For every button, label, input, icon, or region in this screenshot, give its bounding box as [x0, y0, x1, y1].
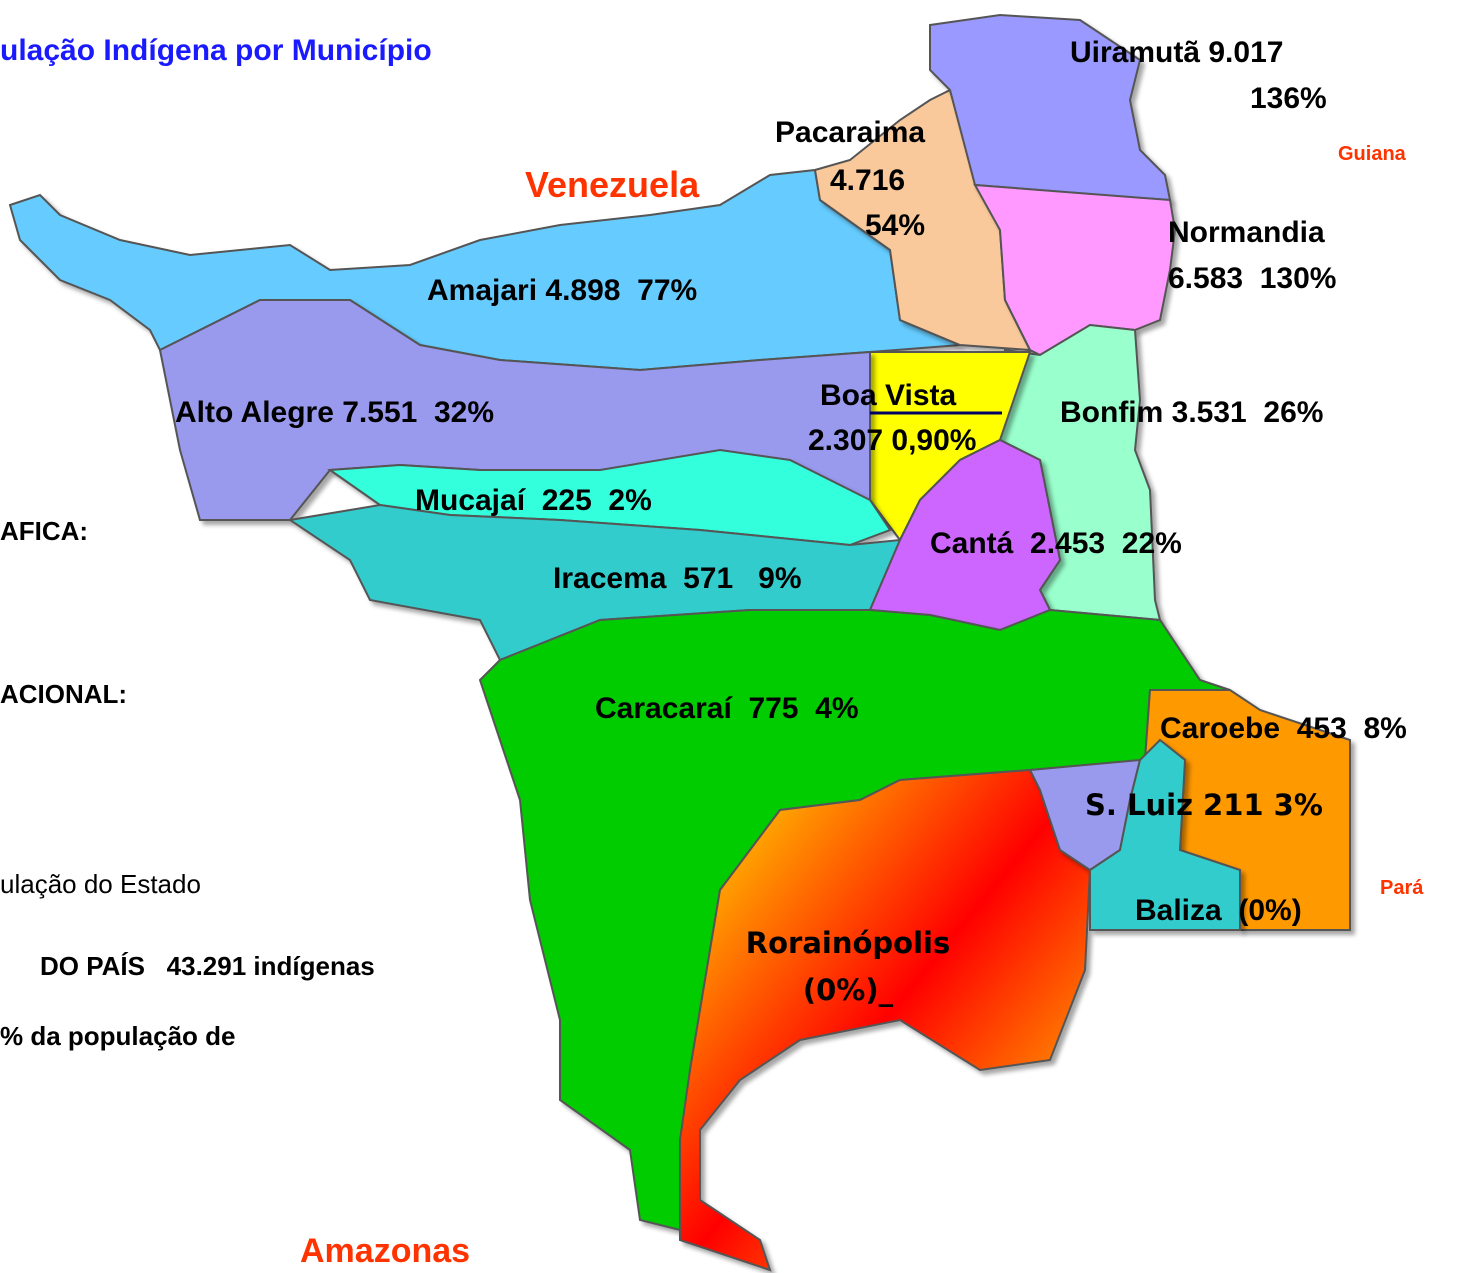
- municipality-label: 4.716: [830, 164, 905, 197]
- municipality-label: Caracaraí 775 4%: [595, 692, 859, 725]
- neighbor-label: Pará: [1380, 877, 1424, 899]
- municipality-label: Rorainópolis: [746, 926, 950, 960]
- municipality-label: Normandia: [1168, 216, 1325, 249]
- municipality-label: Iracema 571 9%: [553, 562, 802, 595]
- neighbor-label: Guiana: [1338, 143, 1407, 165]
- title: ulação Indígena por Município: [0, 34, 432, 67]
- side-text: DO PAÍS 43.291 indígenas: [40, 951, 375, 981]
- municipality-label: 136%: [1250, 82, 1327, 115]
- municipality-label: Mucajaí 225 2%: [415, 484, 652, 517]
- municipality-label: Alto Alegre 7.551 32%: [175, 396, 494, 429]
- side-text: % da população de: [0, 1021, 236, 1051]
- side-text: ulação do Estado: [0, 869, 201, 899]
- municipality-label: 6.583 130%: [1168, 262, 1336, 295]
- municipality-label: Cantá 2.453 22%: [930, 527, 1182, 560]
- municipality-label: (0%)_: [803, 973, 894, 1007]
- municipality-label: Caroebe 453 8%: [1160, 712, 1407, 745]
- municipality-label: S. Luiz 211 3%: [1085, 788, 1323, 822]
- municipality-label: Bonfim 3.531 26%: [1060, 396, 1323, 429]
- neighbor-label: Venezuela: [525, 164, 700, 205]
- municipality-label: Boa Vista: [820, 379, 956, 412]
- municipality-label: 2.307 0,90%: [808, 424, 976, 457]
- municipality-label: Amajari 4.898 77%: [427, 274, 697, 307]
- side-text: ACIONAL:: [0, 679, 127, 709]
- municipality-label: Pacaraima: [775, 116, 925, 149]
- map: ulação Indígena por Município Venezuela …: [0, 0, 1470, 1273]
- municipality-label: 54%: [865, 209, 925, 242]
- side-text: AFICA:: [0, 516, 88, 546]
- municipality-label: Uiramutã 9.017: [1070, 36, 1283, 69]
- amajari: [10, 170, 960, 370]
- neighbor-label: Amazonas: [300, 1232, 470, 1270]
- municipality-label: Baliza (0%): [1135, 894, 1302, 927]
